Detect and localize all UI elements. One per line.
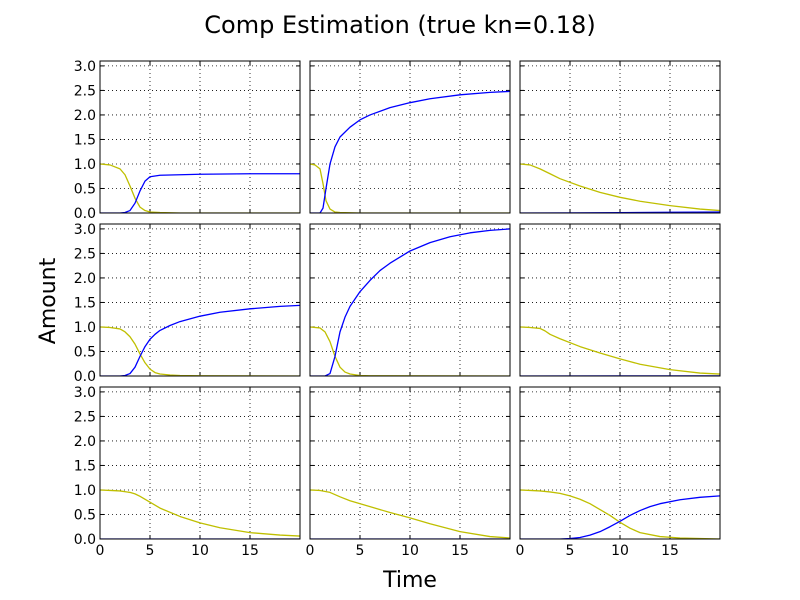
y-tick-label: 3.0 [74, 222, 96, 238]
y-tick-label: 1.5 [74, 132, 96, 148]
axes-frame [99, 223, 301, 377]
y-axis-label: Amount [36, 257, 61, 344]
y-tick-label: 3.0 [74, 59, 96, 75]
x-tick-label: 0 [306, 543, 315, 559]
x-tick-label: 0 [516, 543, 525, 559]
y-tick-label: 1.5 [74, 458, 96, 474]
subplot-2-2 [309, 223, 511, 377]
series-line-2 [100, 304, 300, 376]
chart-title: Comp Estimation (true kn=0.18) [204, 11, 595, 39]
x-axis-label: Time [382, 568, 437, 593]
axes-frame [99, 386, 301, 540]
y-tick-label: 2.5 [74, 409, 96, 425]
series-line-1 [100, 489, 300, 537]
axes-frame [519, 60, 721, 214]
axes-frame [309, 60, 511, 214]
x-tick-label: 15 [661, 543, 679, 559]
y-tick-label: 1.0 [74, 320, 96, 336]
y-tick-label: 1.0 [74, 483, 96, 499]
series-line-2 [310, 228, 510, 376]
y-tick-label: 2.0 [74, 108, 96, 124]
x-tick-label: 10 [611, 543, 629, 559]
x-tick-label: 10 [191, 543, 209, 559]
x-tick-label: 15 [241, 543, 259, 559]
subplot-2-1: 0.0 0.5 1.0 1.5 2.0 2.5 3.0 [74, 222, 301, 385]
series-line-1 [520, 163, 720, 212]
subplot-1-3 [519, 60, 721, 214]
y-tick-label: 0.0 [74, 369, 96, 385]
y-tick-label: 1.5 [74, 295, 96, 311]
y-tick-label: 2.5 [74, 83, 96, 99]
y-tick-label: 2.5 [74, 246, 96, 262]
subplot-grid: 0.00.51.01.52.02.53.00.00.51.01.52.02.53… [74, 59, 721, 559]
y-tick-label: 3.0 [74, 385, 96, 401]
x-tick-label: 10 [401, 543, 419, 559]
x-tick-label: 5 [566, 543, 575, 559]
axes-frame [309, 223, 511, 377]
axes-frame [309, 386, 511, 540]
x-tick-label: 5 [146, 543, 155, 559]
series-line-1 [520, 326, 720, 375]
series-line-1 [100, 326, 300, 376]
series-line-1 [310, 489, 510, 539]
series-line-2 [520, 495, 720, 539]
axes-frame [99, 60, 301, 214]
subplot-3-1: 0.0 0.5 1.0 1.5 2.0 2.5 3.0 0 5 10 15 [74, 385, 301, 559]
subplot-3-3: 0 5 10 15 [516, 386, 721, 559]
subplot-1-2 [309, 60, 511, 214]
axes-frame [519, 386, 721, 540]
y-tick-label: 0.0 [74, 532, 96, 548]
y-tick-label: 0.5 [74, 344, 96, 360]
y-tick-label: 0.0 [74, 206, 96, 222]
x-tick-label: 5 [356, 543, 365, 559]
subplot-3-2: 0 5 10 15 [306, 386, 511, 559]
y-tick-label: 2.0 [74, 434, 96, 450]
x-tick-label: 15 [451, 543, 469, 559]
series-line-1 [520, 489, 720, 539]
y-tick-label: 0.5 [74, 507, 96, 523]
y-tick-label: 1.0 [74, 157, 96, 173]
subplot-1-1: 0.0 0.5 1.0 1.5 2.0 2.5 3.0 [74, 59, 301, 222]
subplot-2-3 [519, 223, 721, 377]
series-line-2 [310, 90, 510, 213]
x-tick-label: 0 [96, 543, 105, 559]
axes-frame [519, 223, 721, 377]
y-tick-label: 2.0 [74, 271, 96, 287]
y-tick-label: 0.5 [74, 181, 96, 197]
